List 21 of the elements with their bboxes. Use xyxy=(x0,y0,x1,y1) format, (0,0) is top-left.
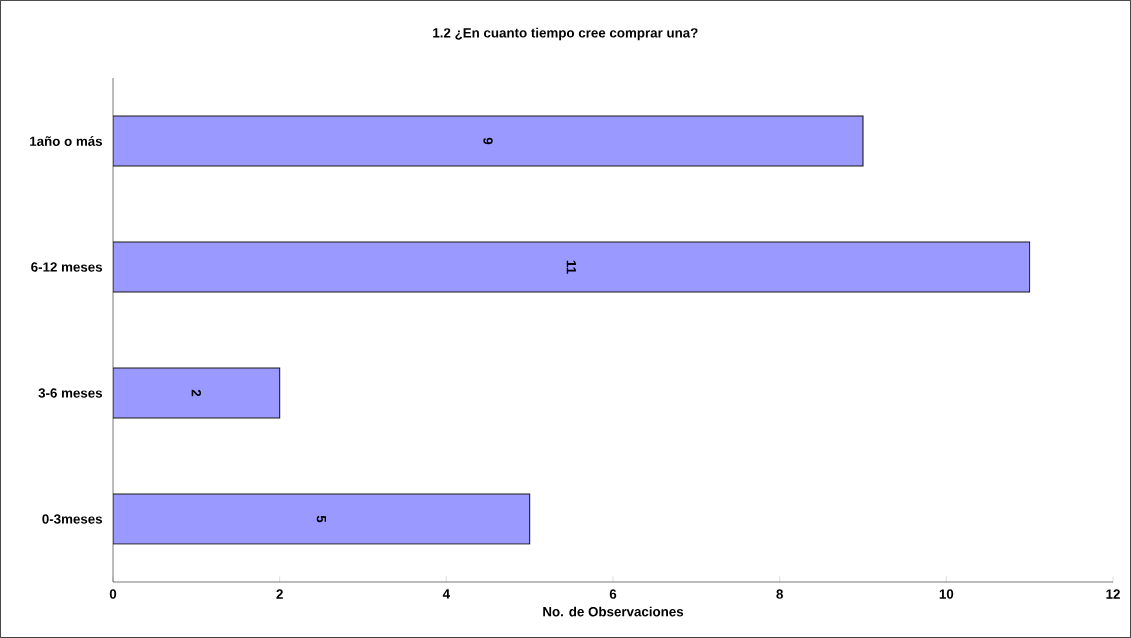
x-axis-title: No. de Observaciones xyxy=(543,606,684,617)
x-tick-label: 0 xyxy=(109,589,117,599)
y-tick-label: 1año o más xyxy=(30,136,103,146)
x-tick-label: 6 xyxy=(609,589,617,599)
x-tick-label: 10 xyxy=(939,589,954,599)
bar xyxy=(113,367,281,419)
x-tick-label: 2 xyxy=(276,589,283,599)
y-tick-label: 3-6 meses xyxy=(38,388,103,398)
data-label: 5 xyxy=(316,515,326,523)
x-tick-label: 4 xyxy=(442,589,450,599)
data-label: 9 xyxy=(483,137,493,145)
x-tick-label: 8 xyxy=(776,589,783,599)
chart-title: 1.2 ¿En cuanto tiempo cree comprar una? xyxy=(433,27,698,41)
data-label: 11 xyxy=(566,260,576,274)
bar xyxy=(113,115,864,167)
data-label: 2 xyxy=(191,389,201,397)
x-tick-label: 12 xyxy=(1106,589,1120,599)
bar xyxy=(113,241,1031,293)
bar xyxy=(113,493,531,545)
y-tick-label: 6-12 meses xyxy=(31,262,103,272)
y-tick-label: 0-3meses xyxy=(42,514,103,524)
